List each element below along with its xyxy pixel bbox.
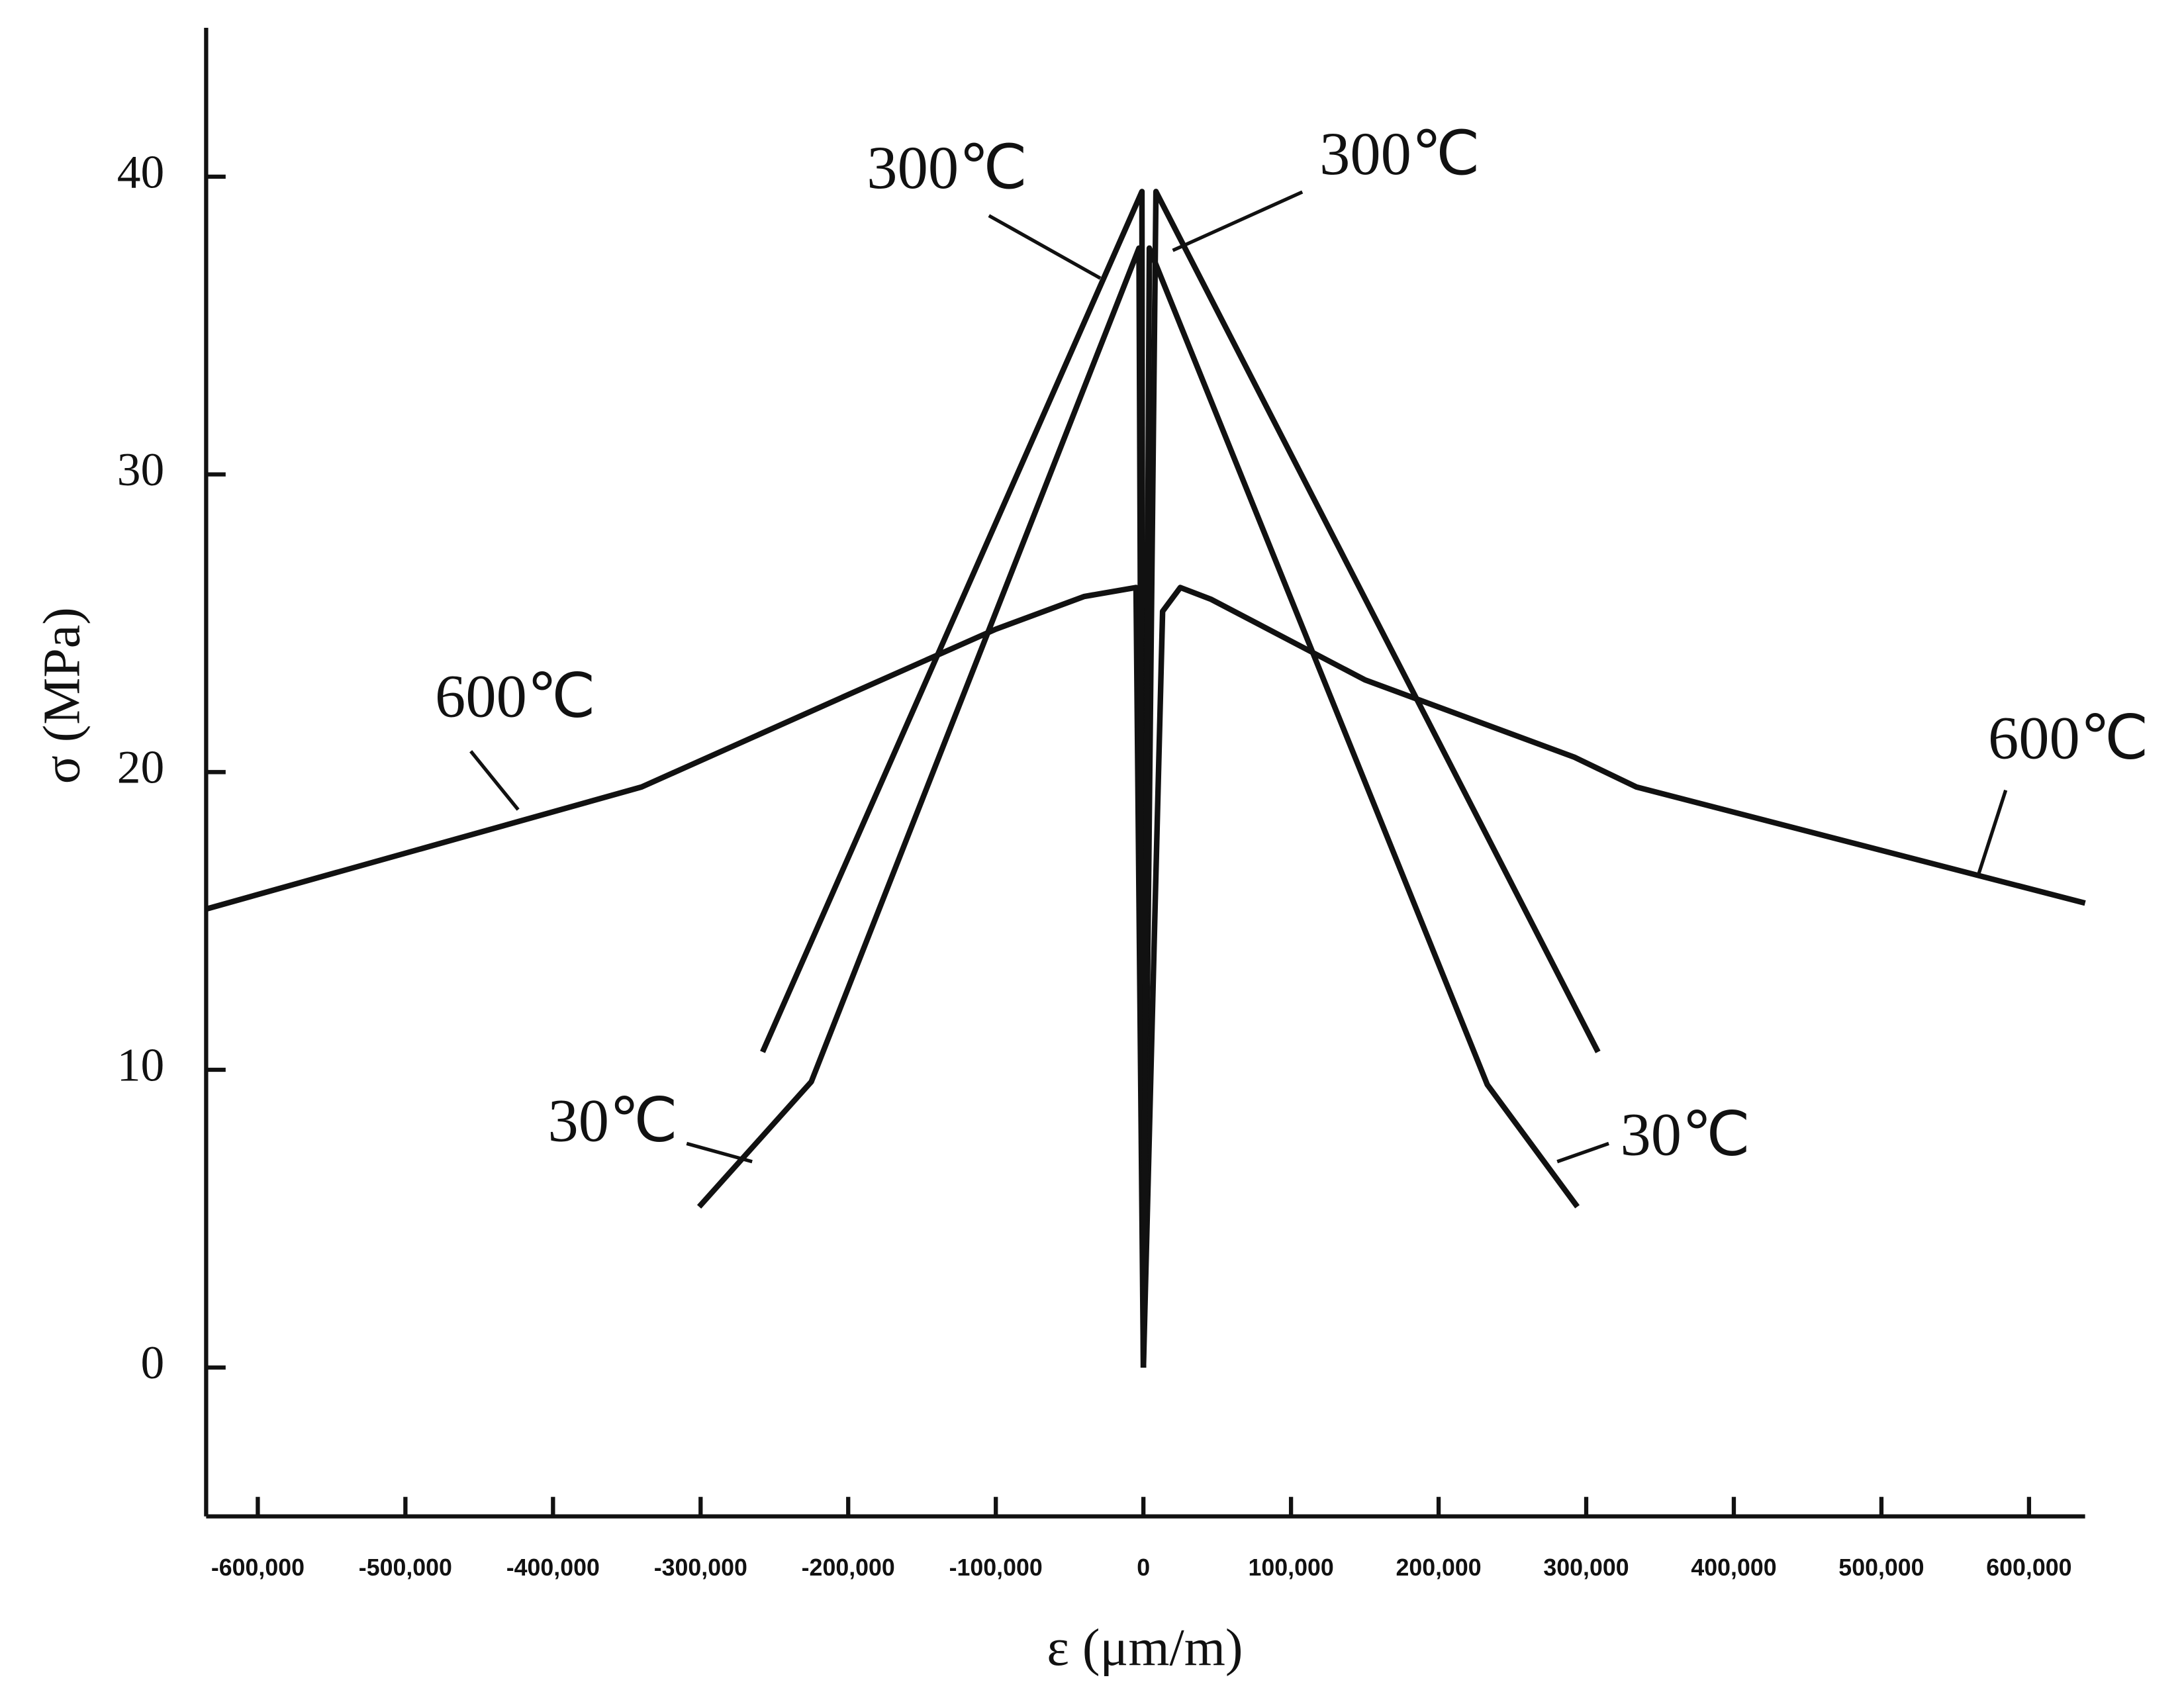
x-tick-label: 400,000 (1691, 1554, 1776, 1581)
x-tick-label: 300,000 (1543, 1554, 1629, 1581)
series-line (696, 245, 1147, 1368)
x-tick-label: -300,000 (654, 1554, 747, 1581)
y-tick-label: 0 (140, 1337, 164, 1389)
series-line (760, 189, 1147, 1368)
leader-line (1556, 1141, 1609, 1164)
x-tick-label: 0 (1137, 1554, 1150, 1581)
leader-line (988, 214, 1102, 280)
series-label: 600℃ (435, 663, 596, 731)
series-line (1140, 585, 2086, 1368)
leader-line (686, 1141, 753, 1164)
y-tick-label: 20 (117, 741, 165, 794)
y-tick-label: 10 (117, 1039, 165, 1091)
series-line (1140, 245, 1580, 1368)
x-tick-label: 600,000 (1986, 1554, 2071, 1581)
series-label: 300℃ (867, 134, 1027, 202)
leader-line (1172, 190, 1304, 252)
series-label: 30℃ (1621, 1101, 1751, 1168)
x-tick-label: 200,000 (1396, 1554, 1481, 1581)
y-axis-label: σ (MPa) (32, 607, 91, 784)
x-tick-label: -100,000 (949, 1554, 1043, 1581)
y-tick-label: 40 (117, 146, 165, 198)
x-tick-label: 100,000 (1248, 1554, 1333, 1581)
series-label: 600℃ (1988, 705, 2149, 773)
x-tick-label: -500,000 (359, 1554, 452, 1581)
x-tick-label: -600,000 (211, 1554, 305, 1581)
y-tick-label: 30 (117, 444, 165, 496)
series-label: 30℃ (547, 1087, 678, 1155)
x-tick-label: -400,000 (506, 1554, 600, 1581)
x-tick-label: -200,000 (802, 1554, 895, 1581)
leader-line (1976, 789, 2008, 877)
x-tick-label: 500,000 (1838, 1554, 1924, 1581)
series-line (205, 585, 1147, 1368)
leader-line (469, 750, 520, 811)
x-axis-label: ε (μm/m) (1047, 1619, 1243, 1677)
series-line (1140, 189, 1601, 1368)
series-label: 300℃ (1319, 120, 1480, 188)
